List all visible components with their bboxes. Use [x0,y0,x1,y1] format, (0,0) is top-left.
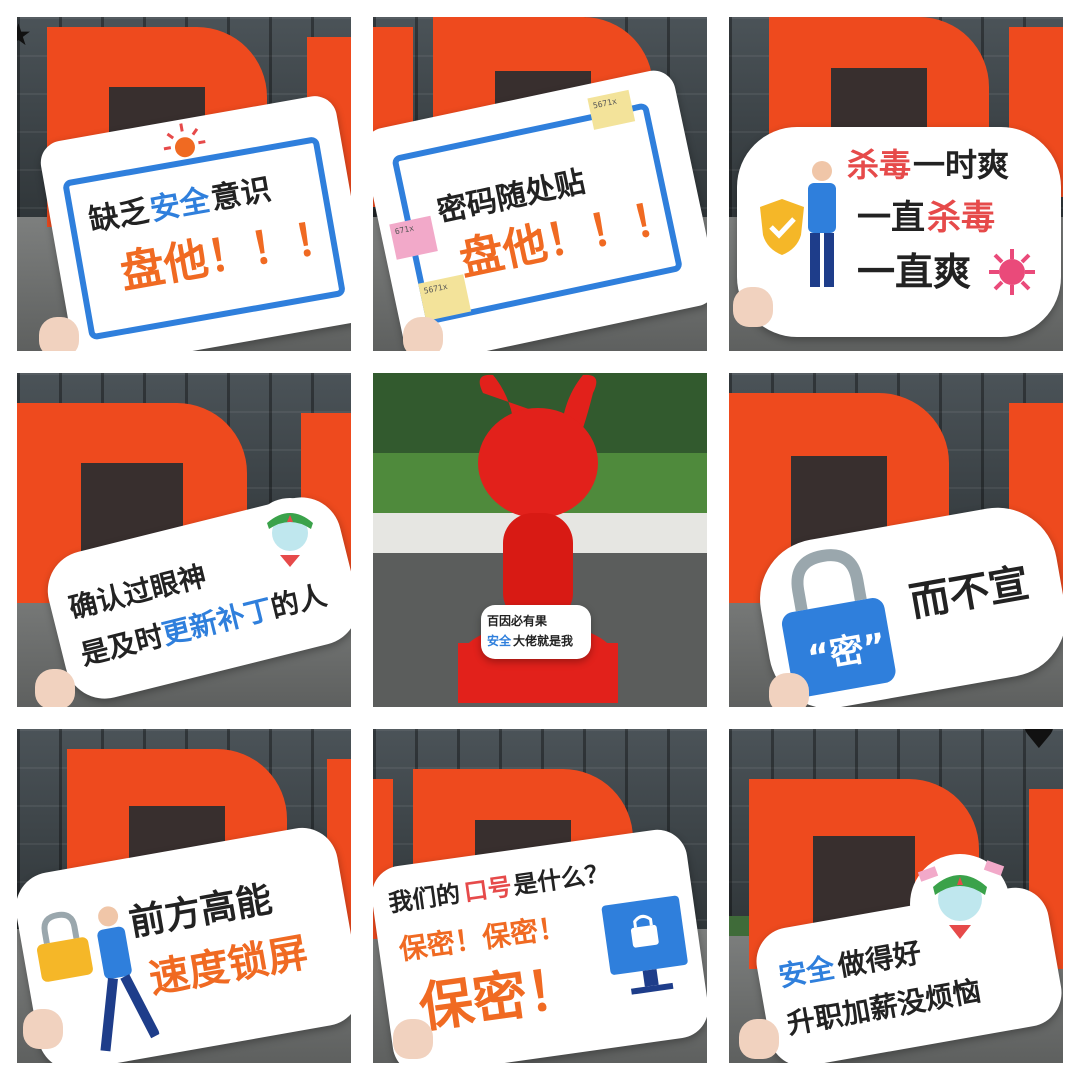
sign-board: 百因必有果 安全 大佬就是我 [481,605,591,659]
mascot-icon [250,498,330,578]
photo-tile-3: 杀毒 一时爽 一直 杀毒 一直爽 [729,17,1063,351]
person-illustration [97,906,161,1052]
sign-board: 我们的 口号 是什么？ 保密！保密！ 保密！ [373,825,707,1063]
shield-icon [760,199,804,255]
photo-tile-6: “密” 而不宣 [729,373,1063,707]
hand [403,317,443,351]
sign-text-tail: 而不宣 [906,559,1033,627]
sign-board: 缺乏 安全 意识 盘他！！！ [37,92,351,351]
sign-text-line2: 保密！保密！ [397,910,569,967]
sign-text-line2b: 更新补丁 [158,592,276,652]
sign-text-line2b: 大佬就是我 [513,634,574,648]
lock-icon [781,549,896,697]
hand [769,673,809,707]
sign-text-line2: 速度锁屏 [145,929,312,1003]
virus-icon [989,249,1035,295]
hand [733,287,773,327]
photo-tile-5: 百因必有果 安全 大佬就是我 [373,373,707,707]
lock-icon [37,911,93,982]
sign-text-line1a: 我们的 [386,879,463,918]
sign-text-line2a: 一直 [857,198,925,238]
hand [393,1019,433,1059]
sign-text-line2b: 杀毒 [927,198,995,238]
hand [23,1009,63,1049]
sign-board: 前方高能 速度锁屏 [17,822,351,1063]
hand [35,669,75,707]
monitor-lock-icon [601,895,688,995]
photo-tile-9: 安全 做得好 升职加薪没烦恼 ♥ [729,729,1063,1063]
photo-tile-1: 缺乏 安全 意识 盘他！！！ ★ [17,17,351,351]
sun-icon [163,123,206,158]
mascot-icon [910,854,1010,954]
sign-text-line1a: 安全 [776,951,838,994]
photo-tile-7: 前方高能 速度锁屏 [17,729,351,1063]
sign-text-line1c: 是什么？ [511,858,611,900]
photo-tile-2: 5671x 671x 5671x 密码随处贴 盘他！！！ [373,17,707,351]
sign-text-line2a: 是及时 [77,619,167,672]
photo-tile-4: 确认过眼神 是及时 更新补丁 的人 [17,373,351,707]
sign-text-line1: 百因必有果 [487,614,548,628]
sign-text-line1b: 一时爽 [913,146,1010,184]
sign-text-line1a: 杀毒 [847,146,912,184]
sign-text-line1: 前方高能 [126,879,276,945]
sign-text-line3: 保密！ [415,955,585,1040]
sign-text-line2c: 的人 [267,578,330,625]
star-icon: ★ [17,18,32,53]
heart-icon: ♥ [1021,729,1057,758]
hand [39,317,79,351]
sign-text-line3: 一直爽 [857,250,972,294]
sign-text-line1b: 口号 [462,872,514,907]
person-illustration [808,161,836,287]
sign-board: “密” 而不宣 [750,498,1063,707]
sign-text-line2a: 安全 [487,634,512,648]
photo-tile-8: 我们的 口号 是什么？ 保密！保密！ 保密！ [373,729,707,1063]
sign-board: 杀毒 一时爽 一直 杀毒 一直爽 [737,127,1061,337]
hand [739,1019,779,1059]
